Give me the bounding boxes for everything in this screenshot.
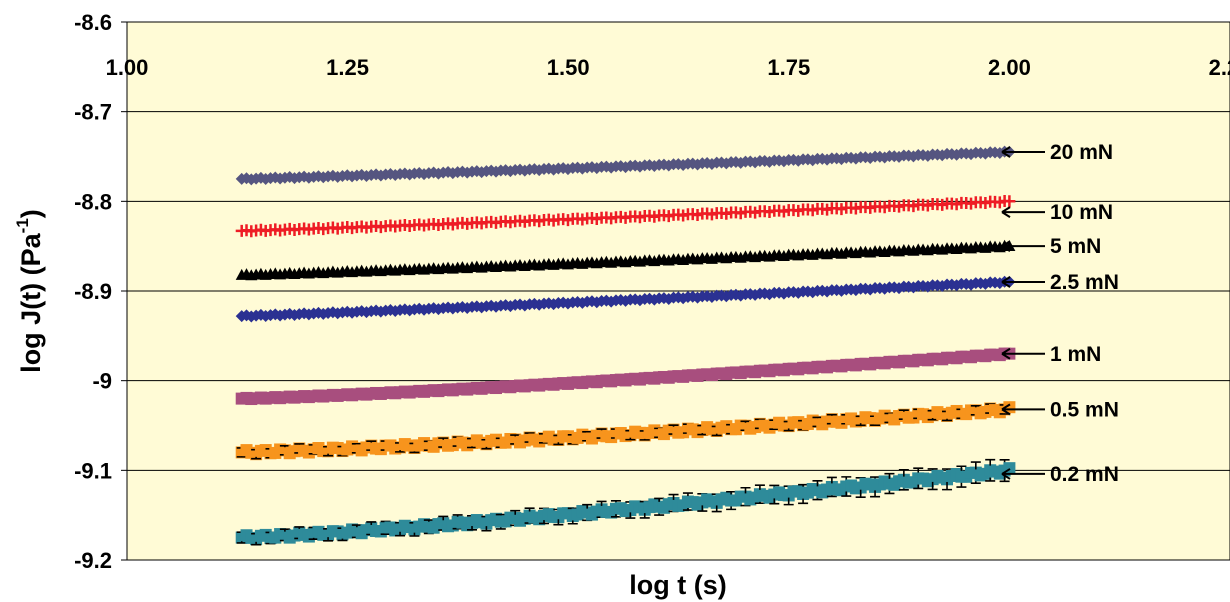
arrow-icon: [1001, 240, 1045, 253]
arrow-icon: [1001, 206, 1045, 218]
series-annotation: 20 mN: [1001, 141, 1113, 164]
series-0_2-mN: [235, 458, 1016, 546]
series-1-mN: [235, 347, 1016, 406]
arrow-icon: [1001, 347, 1045, 360]
series-20-mN: [235, 145, 1016, 186]
series-label: 1 mN: [1050, 343, 1101, 366]
series-label: 5 mN: [1050, 235, 1101, 258]
x-tick-label: 2.00: [988, 55, 1031, 80]
arrow-icon: [1001, 403, 1045, 416]
data-point: [1003, 195, 1016, 208]
arrow-icon: [1001, 276, 1045, 288]
series-annotation: 5 mN: [1001, 235, 1101, 258]
y-axis-title-close: ): [16, 209, 46, 218]
y-tick-label: -9.2: [74, 548, 112, 573]
x-axis-title: log t (s): [629, 570, 726, 600]
series-annotation: 1 mN: [1001, 343, 1101, 366]
arrow-icon: [1001, 468, 1045, 480]
series-label: 20 mN: [1050, 141, 1113, 164]
series-layer: [235, 145, 1016, 546]
series-10-mN: [235, 194, 1016, 238]
y-tick-label: -9: [92, 369, 112, 394]
x-tick-label: 1.75: [767, 55, 810, 80]
arrow-icon: [1001, 146, 1045, 158]
series-label: 10 mN: [1050, 201, 1113, 224]
series-label: 0.2 mN: [1050, 463, 1119, 486]
y-axis-title-superscript: -1: [13, 218, 32, 233]
x-tick-label: 1.25: [326, 55, 369, 80]
series-annotation: 0.5 mN: [1001, 398, 1119, 421]
y-tick-label: -8.8: [74, 189, 112, 214]
y-axis-title-main: log J(t) (Pa: [16, 232, 46, 372]
series-annotation: 0.2 mN: [1001, 463, 1119, 486]
annotation-layer: 20 mN 10 mN 5 mN 2.5 mN 1 mN 0.5 mN 0.2 mN: [1001, 141, 1119, 486]
y-axis-title: log J(t) (Pa-1): [13, 209, 46, 373]
y-tick-label: -8.6: [74, 10, 112, 35]
series-2_5-mN: [235, 275, 1016, 323]
x-tick-label: 1.50: [547, 55, 590, 80]
y-tick-label: -8.9: [74, 279, 112, 304]
x-tick-label: 1.00: [106, 55, 149, 80]
y-tick-label: -8.7: [74, 100, 112, 125]
y-tick-label: -9.1: [74, 458, 112, 483]
tick-labels: -8.6 -8.7 -8.8 -8.9 -9 -9.1 -9.2 1.00 1.25 1.50 1.…: [74, 10, 1230, 573]
series-0_5-mN: [235, 401, 1016, 461]
series-label: 0.5 mN: [1050, 398, 1119, 421]
x-tick-label: 2.25: [1209, 55, 1230, 80]
series-annotation: 2.5 mN: [1001, 271, 1119, 294]
series-5-mN: [235, 239, 1016, 281]
series-annotation: 10 mN: [1001, 201, 1113, 224]
series-label: 2.5 mN: [1050, 271, 1119, 294]
